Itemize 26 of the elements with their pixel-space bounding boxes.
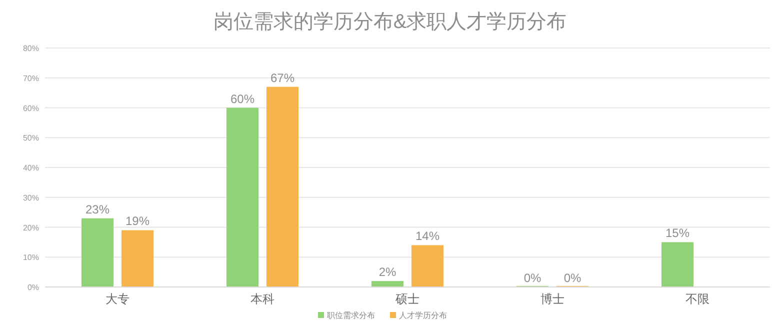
- data-label: 15%: [665, 226, 690, 240]
- chart-title: 岗位需求的学历分布&求职人才学历分布: [213, 11, 567, 33]
- x-tick-label: 硕士: [394, 292, 420, 306]
- y-tick-label: 20%: [22, 223, 39, 232]
- y-tick-label: 60%: [22, 104, 39, 113]
- data-label: 67%: [270, 70, 295, 85]
- x-tick-label: 本科: [250, 292, 274, 306]
- y-tick-label: 10%: [22, 253, 39, 262]
- x-tick-label: 大专: [106, 292, 130, 306]
- data-label: 23%: [85, 202, 110, 216]
- data-label: 14%: [415, 229, 440, 244]
- legend-label: 职位需求分布: [327, 311, 375, 320]
- x-tick-label: 博士: [540, 292, 564, 306]
- data-label: 19%: [125, 214, 150, 228]
- y-tick-label: 40%: [22, 164, 39, 172]
- data-label: 2%: [378, 265, 396, 280]
- y-tick-label: 80%: [22, 44, 39, 53]
- y-tick-label: 0%: [27, 283, 39, 292]
- legend-label: 人才学历分布: [399, 311, 447, 320]
- data-label: 60%: [230, 92, 255, 106]
- data-label: 0%: [524, 271, 542, 285]
- y-tick-label: 70%: [22, 74, 39, 83]
- y-tick-label: 50%: [22, 134, 39, 143]
- data-label: 0%: [564, 271, 582, 285]
- y-tick-label: 30%: [22, 193, 39, 202]
- x-tick-label: 不限: [686, 292, 710, 306]
